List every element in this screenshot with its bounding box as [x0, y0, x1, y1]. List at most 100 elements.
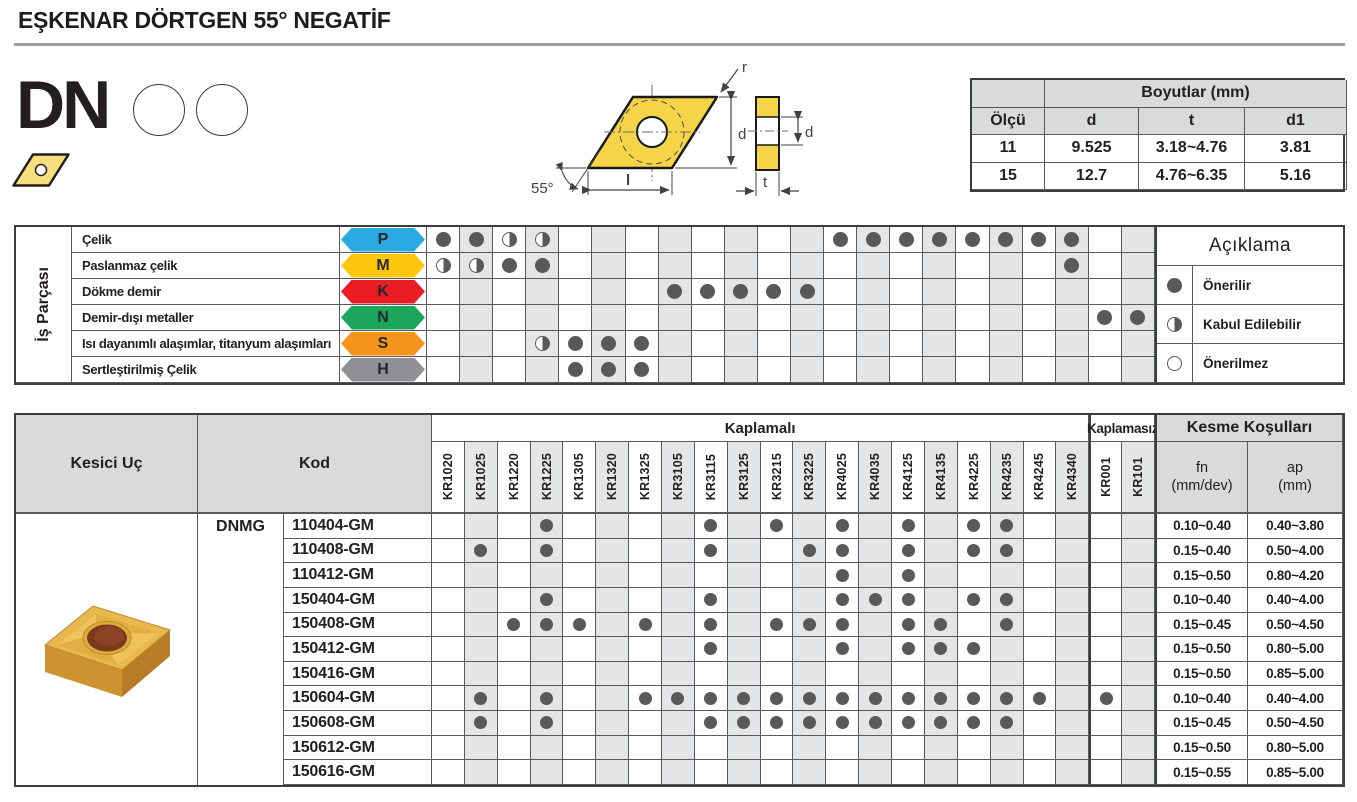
mark-full — [435, 232, 451, 247]
availability-cell-KR1325 — [629, 735, 663, 761]
fn-value: 0.15~0.50 — [1154, 563, 1248, 588]
ap-value: 0.50~4.50 — [1247, 612, 1343, 638]
dim-label-t: t — [763, 174, 768, 191]
material-grade-cell-KR1225 — [526, 305, 560, 331]
material-grade-cell-KR1320 — [592, 253, 626, 279]
material-grade-cell-KR1305 — [559, 331, 593, 357]
availability-cell-KR4035 — [859, 686, 893, 712]
material-grade-cell-KR1025 — [460, 357, 494, 383]
availability-cell-KR3215 — [760, 686, 794, 712]
mark-full — [802, 543, 816, 557]
mark-full — [934, 716, 948, 730]
mark-full — [901, 642, 915, 656]
material-grade-cell-KR4340 — [1055, 279, 1089, 305]
insert-code: 110408-GM — [284, 538, 432, 564]
material-grade-cell-KR1325 — [625, 305, 659, 331]
mark-full — [901, 617, 915, 631]
availability-cell-KR1020 — [432, 735, 465, 761]
availability-cell-KR4225 — [957, 760, 991, 785]
availability-cell-KR4235 — [990, 514, 1024, 539]
availability-cell-KR3115 — [694, 686, 728, 712]
availability-cell-KR4340 — [1056, 637, 1090, 662]
material-grade-cell-KR4235 — [989, 305, 1023, 331]
grade-header-KR4225: KR4225 — [957, 442, 991, 514]
insert-shape-icon — [12, 153, 70, 187]
grade-header-KR1320: KR1320 — [596, 442, 630, 514]
mark-full — [865, 232, 881, 247]
availability-cell-KR1020 — [432, 587, 465, 613]
material-grade-cell-KR4340 — [1055, 227, 1089, 253]
fn-label: fn — [1195, 459, 1209, 476]
material-grade-cell-KR1320 — [592, 279, 626, 305]
availability-cell-KR3215 — [760, 735, 794, 761]
availability-cell-KR4225 — [957, 686, 991, 712]
availability-cell-KR4125 — [892, 563, 925, 588]
availability-cell-KR001 — [1089, 760, 1123, 785]
availability-cell-KR1325 — [629, 661, 663, 687]
availability-cell-KR1020 — [432, 563, 465, 588]
availability-cell-KR4035 — [859, 538, 893, 564]
availability-cell-KR1220 — [497, 514, 531, 539]
mark-full — [600, 336, 616, 351]
availability-cell-KR1325 — [629, 686, 663, 712]
availability-cell-KR4125 — [892, 612, 925, 638]
material-name-N: Demir-dışı metaller — [72, 305, 340, 331]
material-grade-cell-KR4035 — [857, 357, 891, 383]
availability-cell-KR1320 — [596, 637, 630, 662]
availability-cell-KR1325 — [629, 538, 663, 564]
material-grade-cell-KR1320 — [592, 305, 626, 331]
grade-header-label: KR3225 — [802, 453, 817, 501]
fn-value: 0.15~0.45 — [1154, 711, 1248, 736]
insert-code: 150612-GM — [284, 735, 432, 761]
material-grade-cell-KR101 — [1121, 227, 1155, 253]
availability-cell-KR1225 — [530, 735, 564, 761]
availability-cell-KR1220 — [497, 538, 531, 564]
availability-cell-KR4025 — [826, 686, 860, 712]
availability-cell-KR4035 — [859, 514, 893, 539]
material-grade-cell-KR1025 — [460, 253, 494, 279]
technical-drawing: r d l 55° d t — [531, 59, 813, 197]
grade-header-KR1325: KR1325 — [629, 442, 663, 514]
availability-cell-KR101 — [1122, 686, 1155, 712]
material-grade-cell-KR4125 — [890, 357, 924, 383]
mark-full — [934, 691, 948, 705]
availability-cell-KR4135 — [924, 637, 958, 662]
grade-header-KR3125: KR3125 — [727, 442, 761, 514]
material-grade-cell-KR4235 — [989, 253, 1023, 279]
grade-header-KR3225: KR3225 — [793, 442, 827, 514]
availability-cell-KR001 — [1089, 711, 1123, 736]
fn-value: 0.15~0.50 — [1154, 735, 1248, 761]
grade-header-KR1220: KR1220 — [497, 442, 531, 514]
availability-cell-KR3215 — [760, 587, 794, 613]
mark-full — [967, 691, 981, 705]
material-grade-cell-KR1320 — [592, 331, 626, 357]
availability-cell-KR3215 — [760, 563, 794, 588]
material-grade-cell-KR1325 — [625, 253, 659, 279]
grade-header-label: KR001 — [1099, 457, 1114, 497]
availability-cell-KR4245 — [1023, 514, 1057, 539]
dim-t: 4.76~6.35 — [1139, 162, 1245, 190]
availability-cell-KR3125 — [727, 587, 761, 613]
legend-label: Önerilmez — [1193, 344, 1343, 383]
availability-cell-KR1020 — [432, 612, 465, 638]
availability-cell-KR4235 — [990, 563, 1024, 588]
dim-t: 3.18~4.76 — [1139, 135, 1245, 163]
mark-full — [967, 642, 981, 656]
dim-col-d: d — [1045, 107, 1139, 135]
availability-cell-KR1225 — [530, 612, 564, 638]
grade-header-KR4135: KR4135 — [924, 442, 958, 514]
availability-cell-KR1025 — [464, 661, 498, 687]
availability-cell-KR1025 — [464, 563, 498, 588]
legend-title: Açıklama — [1157, 227, 1343, 266]
availability-cell-KR4225 — [957, 612, 991, 638]
material-grade-cell-KR3215 — [757, 305, 791, 331]
acceptable-dot — [1167, 316, 1182, 332]
availability-cell-KR101 — [1122, 711, 1155, 736]
grade-header-KR3105: KR3105 — [662, 442, 695, 514]
availability-cell-KR4235 — [990, 637, 1024, 662]
mark-half — [468, 258, 484, 273]
insert-code: 150416-GM — [284, 661, 432, 687]
material-name-K: Dökme demir — [72, 279, 340, 305]
availability-cell-KR1325 — [629, 760, 663, 785]
grade-header-KR4340: KR4340 — [1056, 442, 1090, 514]
